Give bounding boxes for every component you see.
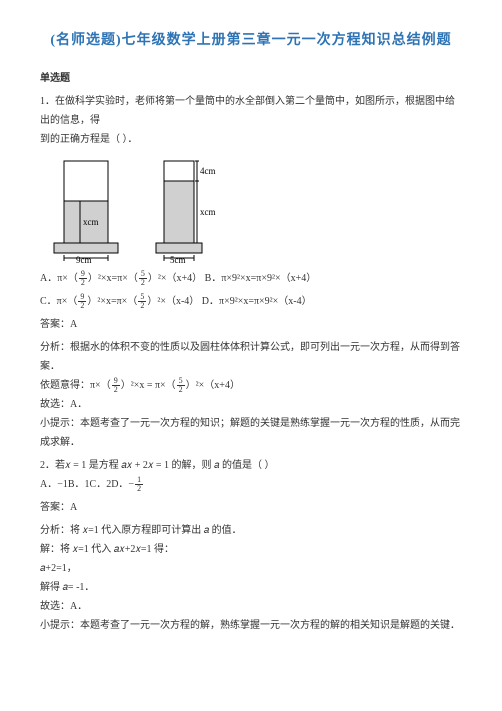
p1-yiti-b: ）²×x = π×（ xyxy=(121,380,176,391)
p1-prompt-a: 1．在做科学实验时，老师将第一个量筒中的水全部倒入第二个量筒中，如图所示，根据图… xyxy=(40,92,462,130)
frac-5-2c: 52 xyxy=(177,377,185,394)
p2-gu: 故选：A． xyxy=(40,597,462,616)
frac-5-2: 52 xyxy=(139,270,147,287)
cylinder-right-icon: 4cm xcm 5cm xyxy=(154,155,224,263)
p2-opts-a: A．−1B．1C．2D．− xyxy=(40,479,134,490)
p2-options: A．−1B．1C．2D．−12 xyxy=(40,475,462,494)
page-title: (名师选题)七年级数学上册第三章一元一次方程知识总结例题 xyxy=(40,28,462,55)
left-9cm: 9cm xyxy=(76,255,92,263)
right-4cm: 4cm xyxy=(200,166,216,176)
frac-9-2c: 92 xyxy=(112,377,120,394)
frac-9-2: 92 xyxy=(79,270,87,287)
p1-options-line1: A．π×（92）²×x=π×（52）²×（x+4） B．π×9²×x=π×9²×… xyxy=(40,269,462,288)
left-xcm: xcm xyxy=(83,217,99,227)
p2-prompt: 2．若𝑥 = 1 是方程 𝑎𝑥 + 2𝑥 = 1 的解，则 𝑎 的值是（ ） xyxy=(40,456,462,475)
frac-9-2b: 92 xyxy=(78,293,86,310)
right-5cm: 5cm xyxy=(170,255,186,263)
p2-sol1: 解：将 𝑥=1 代入 𝑎𝑥+2𝑥=1 得： xyxy=(40,540,462,559)
problem-1: 1．在做科学实验时，老师将第一个量筒中的水全部倒入第二个量筒中，如图所示，根据图… xyxy=(40,92,462,452)
p1-gu: 故选：A． xyxy=(40,395,462,414)
p1-opt2a: C．π×（ xyxy=(40,296,77,307)
p1-answer: 答案：A xyxy=(40,315,462,334)
p1-opt2b: ）²×x=π×（ xyxy=(87,296,137,307)
p2-sol2: 𝑎+2=1， xyxy=(40,559,462,578)
p1-diagram: xcm 9cm 4cm xcm 5cm xyxy=(50,155,462,263)
p2-sol3: 解得 𝑎= -1． xyxy=(40,578,462,597)
p1-yiti-c: ）²×（x+4） xyxy=(186,380,240,391)
p1-yiti-a: 依题意得：π×（ xyxy=(40,380,111,391)
cylinder-left-icon: xcm 9cm xyxy=(50,155,122,263)
p1-tip: 小提示：本题考查了一元一次方程的知识；解题的关键是熟练掌握一元一次方程的性质，从… xyxy=(40,414,462,452)
p1-opt1a: A．π×（ xyxy=(40,273,78,284)
right-xcm: xcm xyxy=(200,207,216,217)
frac-1-2: 12 xyxy=(135,476,143,493)
p1-options-line2: C．π×（92）²×x=π×（52）²×（x-4） D．π×9²×x=π×9²×… xyxy=(40,292,462,311)
section-label: 单选题 xyxy=(40,69,462,88)
p1-opt2c: ）²×（x-4） D．π×9²×x=π×9²×（x-4） xyxy=(147,296,311,307)
p2-analysis: 分析：将 𝑥=1 代入原方程即可计算出 𝑎 的值． xyxy=(40,521,462,540)
p1-analysis: 分析：根据水的体积不变的性质以及圆柱体体积计算公式，即可列出一元一次方程，从而得… xyxy=(40,338,462,376)
p1-prompt-b: 到的正确方程是（ ）． xyxy=(40,130,462,149)
p2-answer: 答案：A xyxy=(40,498,462,517)
problem-2: 2．若𝑥 = 1 是方程 𝑎𝑥 + 2𝑥 = 1 的解，则 𝑎 的值是（ ） A… xyxy=(40,456,462,635)
p1-opt1b: ）²×x=π×（ xyxy=(88,273,138,284)
p1-yiti: 依题意得：π×（92）²×x = π×（52）²×（x+4） xyxy=(40,376,462,395)
frac-5-2b: 52 xyxy=(138,293,146,310)
p1-opt1c: ）²×（x+4） B．π×9²×x=π×9²×（x+4） xyxy=(148,273,316,284)
p2-tip: 小提示：本题考查了一元一次方程的解，熟练掌握一元一次方程的解的相关知识是解题的关… xyxy=(40,616,462,635)
